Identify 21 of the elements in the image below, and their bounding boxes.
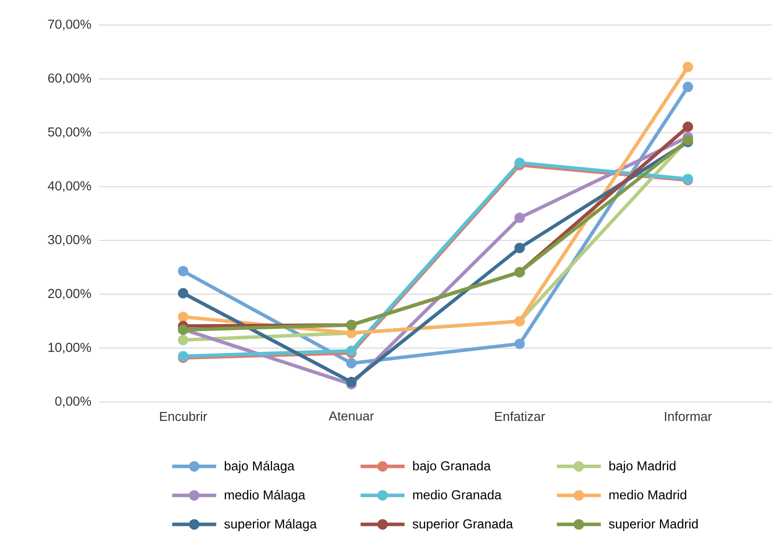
legend-label: medio Madrid xyxy=(609,490,686,500)
legend-label: medio Málaga xyxy=(224,490,306,502)
legend-label: superior Madrid xyxy=(608,518,698,532)
y-tick-label: 20,00% xyxy=(48,288,92,300)
legend-label: bajo Granada xyxy=(413,460,491,473)
x-tick-label: Atenuar xyxy=(328,412,374,421)
y-tick-label: 50,00% xyxy=(48,127,92,138)
legend-label: bajo Madrid xyxy=(609,460,676,473)
legend-label: superior Málaga xyxy=(224,518,317,532)
legend-label: medio Granada xyxy=(413,490,502,500)
legend-label: bajo Málaga xyxy=(224,460,294,474)
y-tick-label: 10,00% xyxy=(48,342,92,354)
y-tick-label: 0,00% xyxy=(55,396,92,408)
legend-label: superior Granada xyxy=(412,518,514,532)
x-tick-label: Enfatizar xyxy=(495,412,545,422)
x-tick-label: Informar xyxy=(664,412,712,421)
y-tick-label: 60,00% xyxy=(48,73,92,84)
x-tick-label: Encubrir xyxy=(160,412,208,422)
y-tick-label: 40,00% xyxy=(48,181,92,192)
y-tick-label: 70,00% xyxy=(48,20,92,30)
y-tick-label: 30,00% xyxy=(48,235,92,246)
